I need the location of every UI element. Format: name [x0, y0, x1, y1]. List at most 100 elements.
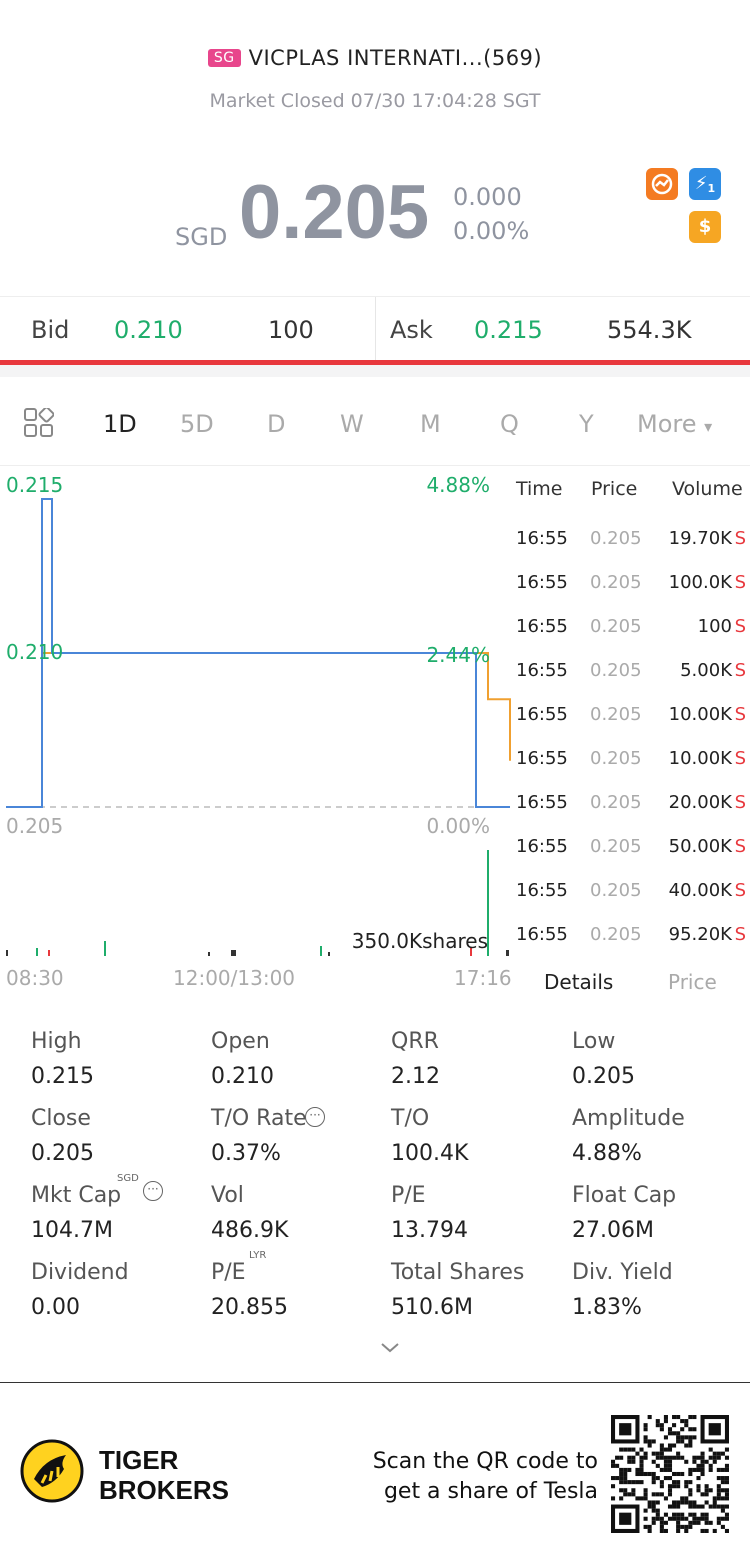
- volume-bars: [6, 850, 509, 956]
- stat-mkt-cap-label: Mkt Cap: [31, 1183, 122, 1208]
- stat-amplitude-label: Amplitude: [572, 1106, 685, 1131]
- lightning-level1-icon[interactable]: ⚡1: [689, 168, 721, 200]
- trade-side: S: [734, 528, 746, 549]
- promo-line2: get a share of Tesla: [383, 1479, 598, 1504]
- stat-qrr-label: QRR: [391, 1029, 439, 1054]
- stat-low-label: Low: [572, 1029, 616, 1054]
- market-badge: SG: [207, 49, 241, 67]
- trade-row: 16:55 0.205 19.70K S: [512, 528, 750, 572]
- volume-bar: [231, 950, 236, 956]
- trade-volume: 95.20K: [668, 924, 732, 945]
- bid-ask-bar: Bid 0.210 100 Ask 0.215 554.3K: [0, 296, 750, 361]
- trade-side: S: [734, 924, 746, 945]
- trade-volume: 50.00K: [668, 836, 732, 857]
- stat-open-value: 0.210: [211, 1064, 274, 1089]
- brand-line2: BROKERS: [99, 1475, 230, 1505]
- tab-q[interactable]: Q: [500, 410, 519, 438]
- stat-open-label: Open: [211, 1029, 270, 1054]
- trade-time: 16:55: [516, 704, 568, 725]
- trade-time: 16:55: [516, 616, 568, 637]
- tab-5d[interactable]: 5D: [180, 410, 214, 438]
- volume-bar: [320, 946, 322, 956]
- stock-name: VICPLAS INTERNATI...(569): [248, 46, 543, 70]
- stat-float-cap-value: 27.06M: [572, 1218, 654, 1243]
- trade-time: 16:55: [516, 528, 568, 549]
- trade-price: 0.205: [590, 572, 642, 593]
- footer-divider: [0, 1382, 750, 1383]
- stat-dividend-label: Dividend: [31, 1260, 129, 1285]
- ask-price: 0.215: [474, 316, 543, 344]
- stat-to-value: 100.4K: [391, 1141, 469, 1166]
- brand-line1: TIGER: [99, 1445, 179, 1475]
- tab-more[interactable]: More ▾: [637, 410, 713, 438]
- bid-ask-divider: [375, 297, 376, 361]
- stat-amplitude-value: 4.88%: [572, 1141, 642, 1166]
- stat-high-value: 0.215: [31, 1064, 94, 1089]
- trade-price: 0.205: [590, 836, 642, 857]
- tab-m[interactable]: M: [420, 410, 441, 438]
- trade-price: 0.205: [590, 748, 642, 769]
- chart-swap-icon[interactable]: [646, 168, 678, 200]
- axis-price-mid: 0.210: [6, 640, 63, 664]
- trade-time: 16:55: [516, 748, 568, 769]
- trade-side: S: [734, 792, 746, 813]
- volume-bar: [470, 948, 472, 956]
- stat-to-rate-value: 0.37%: [211, 1141, 281, 1166]
- trade-time: 16:55: [516, 836, 568, 857]
- axis-pct-mid: 2.44%: [426, 643, 490, 667]
- axis-price-high: 0.215: [6, 473, 63, 497]
- volume-bar: [506, 950, 509, 956]
- promo-line1: Scan the QR code to: [372, 1449, 598, 1474]
- trade-row: 16:55 0.205 20.00K S: [512, 792, 750, 836]
- grid-layout-icon[interactable]: [24, 408, 54, 438]
- tab-details[interactable]: Details: [544, 970, 614, 994]
- trade-price: 0.205: [590, 660, 642, 681]
- tab-price[interactable]: Price: [668, 970, 717, 994]
- stat-mkt-cap-value: 104.7M: [31, 1218, 113, 1243]
- stat-pe-value: 13.794: [391, 1218, 468, 1243]
- trade-volume: 40.00K: [668, 880, 732, 901]
- more-info-icon[interactable]: ···: [143, 1181, 163, 1201]
- trade-volume: 10.00K: [668, 748, 732, 769]
- trade-volume: 5.00K: [680, 660, 732, 681]
- tab-y[interactable]: Y: [579, 410, 594, 438]
- dollar-icon[interactable]: $: [689, 211, 721, 243]
- tab-d[interactable]: D: [267, 410, 286, 438]
- tab-w[interactable]: W: [340, 410, 364, 438]
- axis-pct-high: 4.88%: [426, 473, 490, 497]
- volume-bar: [104, 941, 106, 956]
- trade-volume: 100: [697, 616, 732, 637]
- chevron-down-icon[interactable]: [378, 1336, 402, 1360]
- stat-pe-lyr-value: 20.855: [211, 1295, 288, 1320]
- trade-volume: 20.00K: [668, 792, 732, 813]
- col-time: Time: [516, 478, 563, 500]
- trade-price: 0.205: [590, 528, 642, 549]
- trade-time: 16:55: [516, 792, 568, 813]
- quote-header: SG VICPLAS INTERNATI...(569) Market Close…: [0, 0, 750, 295]
- intraday-chart[interactable]: 0.215 0.210 0.205 4.88% 2.44% 0.00% 350.…: [0, 467, 512, 967]
- stat-pe-label: P/E: [391, 1183, 426, 1208]
- stat-vol-value: 486.9K: [211, 1218, 289, 1243]
- ask-label: Ask: [390, 316, 433, 344]
- pe-lyr-sup: LYR: [249, 1250, 267, 1261]
- trade-price: 0.205: [590, 924, 642, 945]
- stat-to-label: T/O: [391, 1106, 430, 1131]
- trade-row: 16:55 0.205 10.00K S: [512, 748, 750, 792]
- trade-row: 16:55 0.205 95.20K S: [512, 924, 750, 968]
- trade-side: S: [734, 660, 746, 681]
- bid-label: Bid: [31, 316, 70, 344]
- bid-price: 0.210: [114, 316, 183, 344]
- tab-1d[interactable]: 1D: [103, 410, 137, 438]
- more-info-icon[interactable]: ···: [305, 1107, 325, 1127]
- trade-volume: 19.70K: [668, 528, 732, 549]
- stat-float-cap-label: Float Cap: [572, 1183, 677, 1208]
- stat-close-value: 0.205: [31, 1141, 94, 1166]
- currency-label: SGD: [175, 223, 228, 251]
- trade-time: 16:55: [516, 880, 568, 901]
- section-divider: [0, 365, 750, 377]
- stat-dividend-value: 0.00: [31, 1295, 80, 1320]
- stat-vol-label: Vol: [211, 1183, 244, 1208]
- stat-close-label: Close: [31, 1106, 91, 1131]
- trade-row: 16:55 0.205 100 S: [512, 616, 750, 660]
- ask-size: 554.3K: [607, 316, 692, 344]
